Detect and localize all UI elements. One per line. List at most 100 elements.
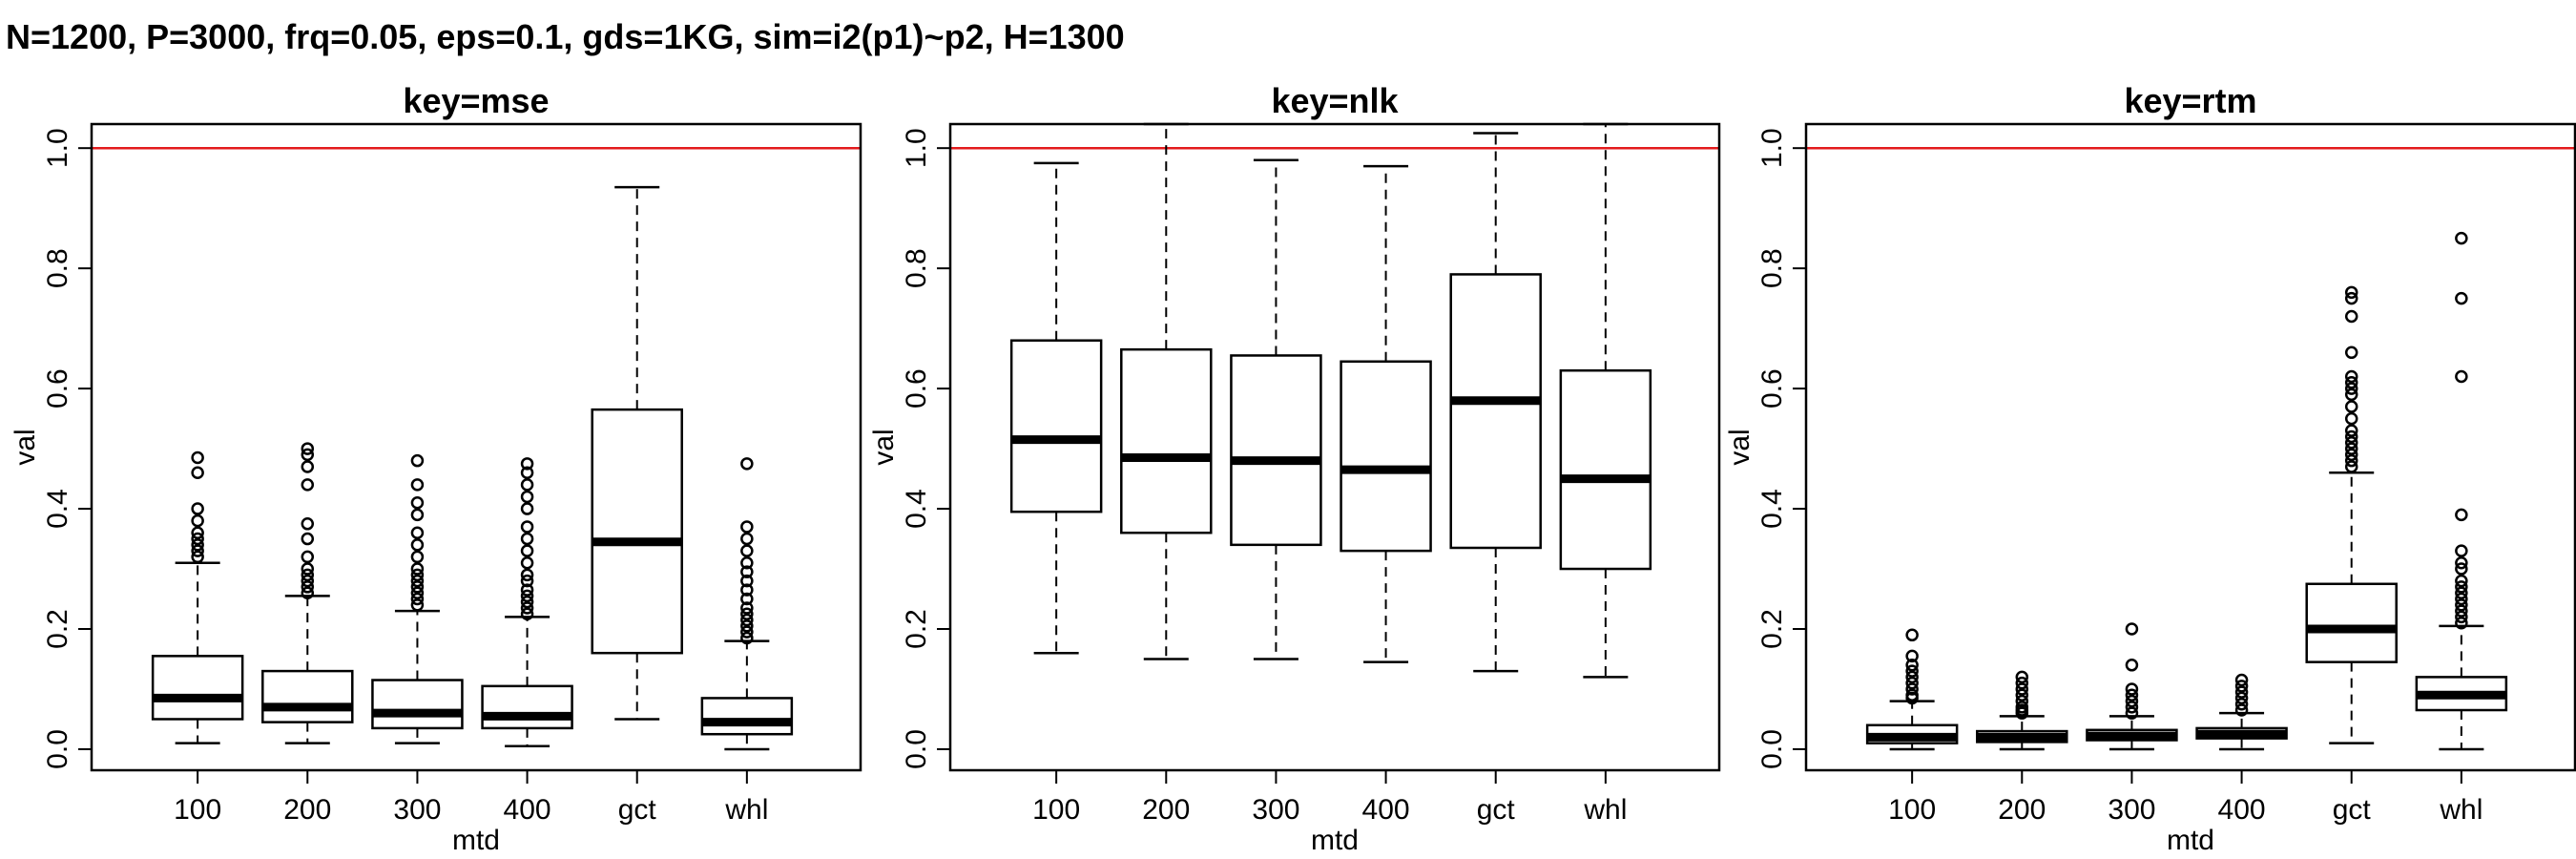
x-tick-label: 400 [2218,794,2266,826]
x-tick-label: 200 [283,794,331,826]
iqr-box [1449,273,1542,550]
y-axis-label: val [1724,429,1755,465]
iqr-box [481,684,573,730]
x-tick-label: 300 [1252,794,1299,826]
outlier-point [301,580,315,594]
outlier-point [410,598,425,612]
outlier-point [2455,592,2468,606]
outlier-point [2125,694,2139,708]
outlier-point [301,586,315,599]
outlier-point [2455,610,2468,624]
y-tick-label: 0.0 [1756,729,1788,769]
x-tick-label: 200 [1998,794,2046,826]
outlier-point [2344,309,2358,324]
outlier-point [301,550,315,564]
outlier-point [2344,346,2358,360]
outlier-point [1905,649,1919,663]
y-tick-label: 0.6 [901,368,932,409]
outlier-point [410,496,425,510]
iqr-box [1230,354,1322,547]
outlier-point [2344,424,2358,437]
outlier-point [191,532,204,546]
x-tick-label: 300 [2108,794,2155,826]
panel-key-rtm: key=rtm val mtd 0.0 0.2 0.4 0.6 0.8 1.0 100 200 300… [1724,81,2576,856]
outlier-point [520,544,534,557]
outlier-point [740,613,754,627]
outlier-point [410,538,425,552]
iqr-box [700,697,794,736]
outlier-point [520,555,534,570]
outlier-point [520,607,534,621]
outlier-point [1905,676,1919,690]
outlier-point [191,466,204,480]
outlier-point [520,574,534,588]
iqr-box [371,679,464,730]
box-100 [151,450,244,744]
box-gct [591,185,683,721]
y-tick-label: 0.2 [42,609,73,649]
panel-key-mse: key=mse val mtd 0.0 0.2 0.4 0.6 0.8 1.0 100 200 300… [10,81,862,856]
iqr-box [1559,368,1652,571]
y-tick-label: 0.8 [42,248,73,288]
outlier-point [2344,436,2358,450]
outlier-point [520,601,534,615]
y-tick-label: 0.4 [42,489,73,529]
y-tick-label: 0.2 [1756,609,1788,649]
x-tick-label: gct [2333,794,2372,826]
outlier-point [2455,508,2468,522]
outlier-point [410,508,425,522]
outlier-point [191,526,204,539]
box-300 [2086,622,2178,751]
outlier-point [410,592,425,606]
outlier-point [2125,659,2139,672]
outlier-point [520,589,534,603]
outlier-point [2125,682,2139,696]
outlier-point [520,595,534,609]
outlier-point [2344,369,2358,384]
outlier-point [520,490,534,504]
outlier-point [2234,685,2249,699]
outlier-point [301,517,315,531]
box-300 [371,453,464,744]
outlier-point [2015,701,2029,714]
x-tick-label: gct [1477,794,1516,826]
iqr-box [2305,582,2398,663]
outlier-point [740,457,754,471]
outlier-point [301,532,315,546]
outlier-point [740,532,754,546]
outlier-point [2234,680,2249,693]
y-tick-label: 1.0 [42,128,73,168]
outlier-point [740,592,754,606]
y-tick-label: 0.8 [901,248,932,288]
outlier-point [2344,388,2358,402]
outlier-point [301,460,315,473]
outlier-point [301,562,315,576]
outlier-point [301,568,315,582]
outlier-point [1905,670,1919,684]
outlier-point [740,555,754,570]
outlier-point [740,625,754,639]
figure-title: N=1200, P=3000, frq=0.05, eps=0.1, gds=1… [6,17,1125,56]
outlier-point [1905,659,1919,672]
outlier-point [740,583,754,597]
iqr-box [1009,339,1103,513]
outlier-point [191,544,204,557]
outlier-point [2344,460,2358,473]
panel-title: key=rtm [2124,81,2256,120]
outlier-point [191,502,204,515]
outlier-point [2455,231,2468,245]
plot-frame [948,122,1721,772]
outlier-point [2455,291,2468,305]
outlier-point [410,562,425,576]
outlier-point [301,574,315,588]
y-tick-label: 1.0 [901,128,932,168]
outlier-point [2234,673,2249,687]
outlier-point [2455,598,2468,612]
outlier-point [2344,448,2358,462]
box-100 [1009,161,1103,655]
box-gct [2305,285,2398,744]
outlier-point [2455,580,2468,594]
box-whl [700,457,794,751]
outlier-point [2125,706,2139,720]
